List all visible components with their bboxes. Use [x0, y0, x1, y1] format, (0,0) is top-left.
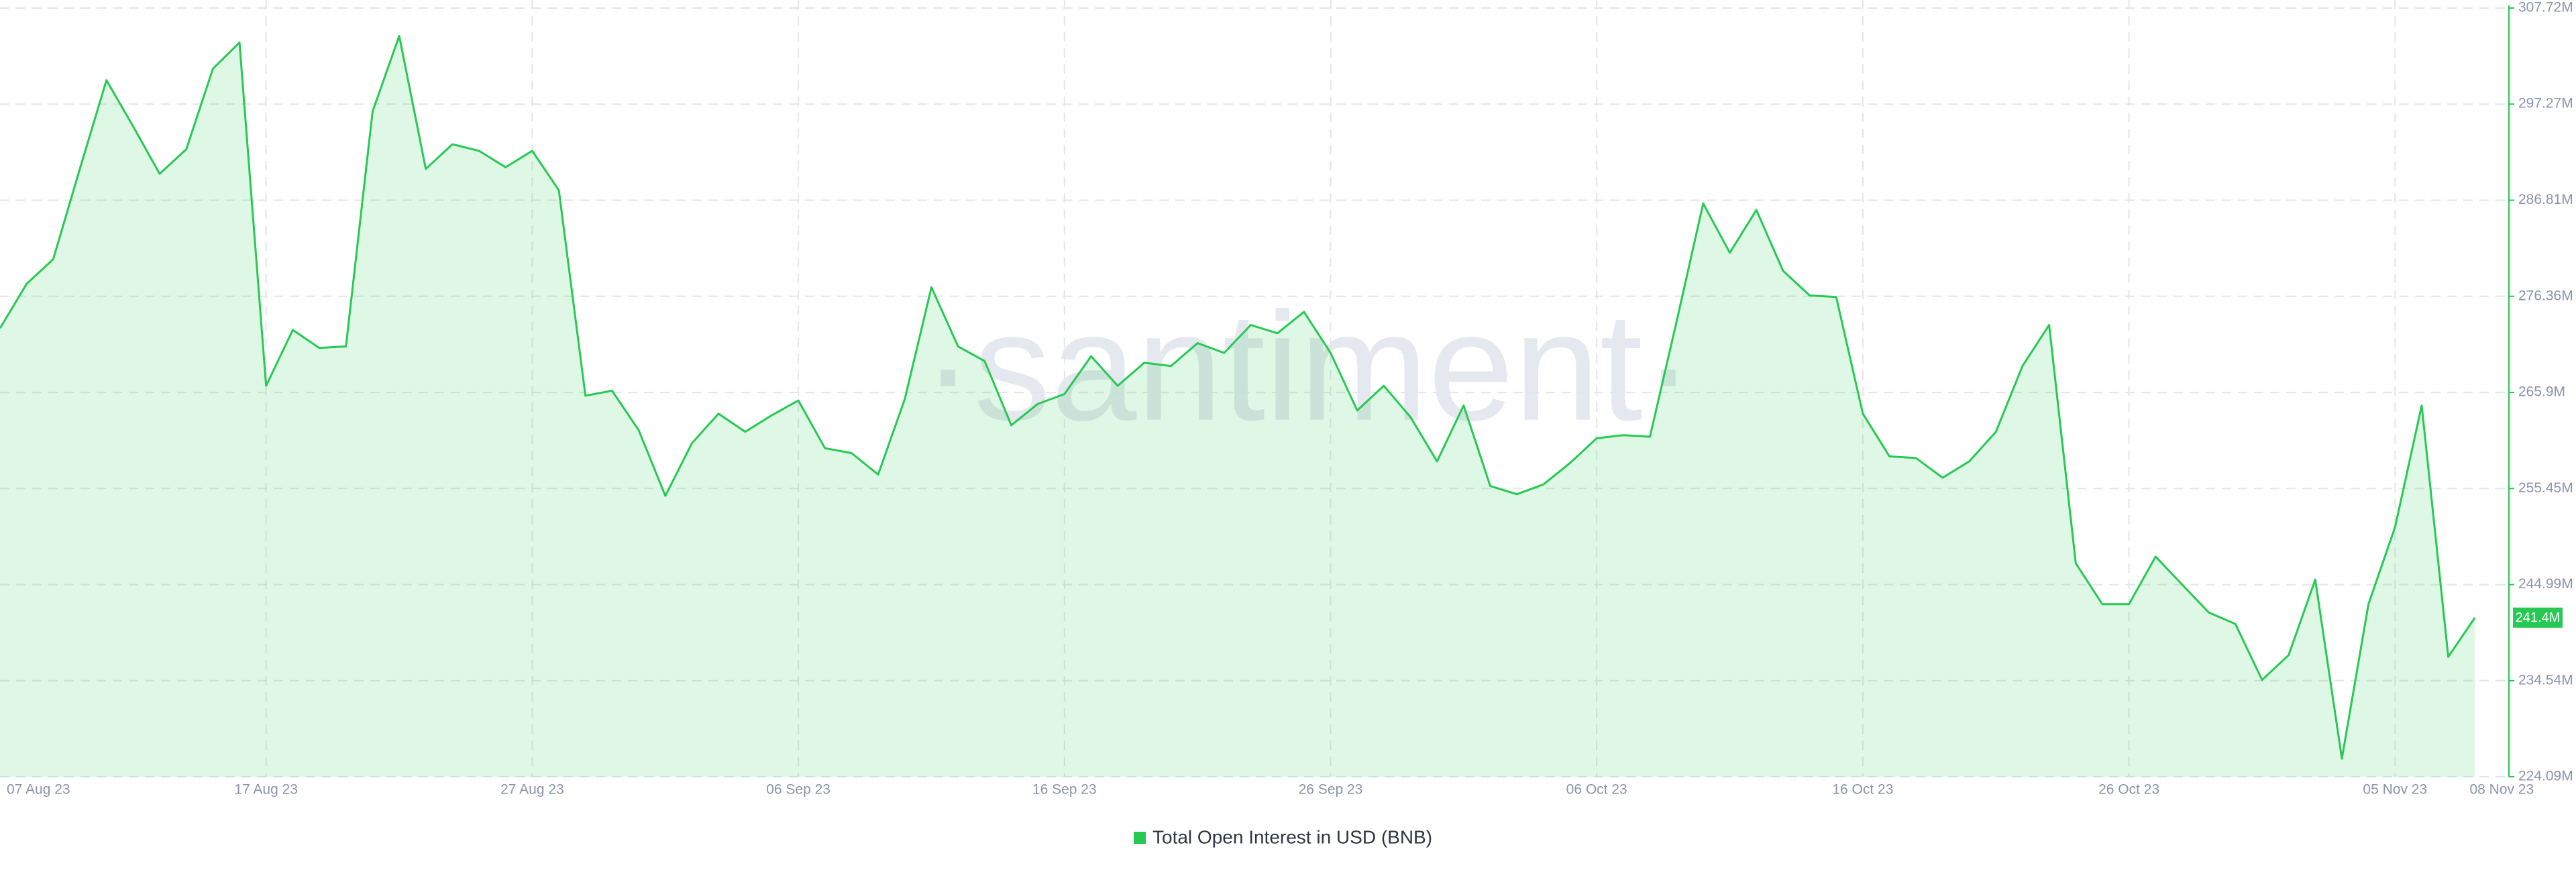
y-tick-label: 224.09M: [2518, 769, 2573, 784]
y-tick-label: 234.54M: [2518, 672, 2573, 688]
y-tick-label: 307.72M: [2518, 0, 2573, 15]
area: [0, 36, 2475, 777]
y-tick-label: 276.36M: [2518, 288, 2573, 303]
x-tick-label: 06 Oct 23: [1566, 782, 1627, 798]
x-tick-label: 16 Sep 23: [1032, 782, 1097, 798]
y-tick-label: 255.45M: [2518, 480, 2573, 496]
x-tick-label: 26 Oct 23: [2098, 782, 2159, 798]
watermark: ·santiment·: [922, 280, 1694, 453]
x-tick-label: 05 Nov 23: [2363, 782, 2427, 798]
y-tick-label: 286.81M: [2518, 192, 2573, 207]
legend-label: Total Open Interest in USD (BNB): [1152, 826, 1432, 847]
y-tick-label: 265.9M: [2518, 384, 2565, 400]
grid: [0, 0, 2509, 777]
x-tick-label: 08 Nov 23: [2469, 782, 2534, 798]
x-tick-label: 26 Sep 23: [1299, 782, 1363, 798]
x-tick-label: 17 Aug 23: [234, 782, 298, 798]
last-value-label: 241.4M: [2516, 610, 2561, 625]
last-value-badge: [2513, 607, 2563, 628]
line: [0, 35, 2476, 760]
x-tick-label: 16 Oct 23: [1832, 782, 1893, 798]
y-tick-label: 244.99M: [2518, 576, 2573, 592]
x-tick-label: 06 Sep 23: [766, 782, 830, 798]
x-tick-label: 07 Aug 23: [7, 782, 70, 798]
x-tick-label: 27 Aug 23: [500, 782, 564, 798]
legend-swatch: [1134, 832, 1146, 844]
y-tick-label: 297.27M: [2518, 96, 2573, 111]
